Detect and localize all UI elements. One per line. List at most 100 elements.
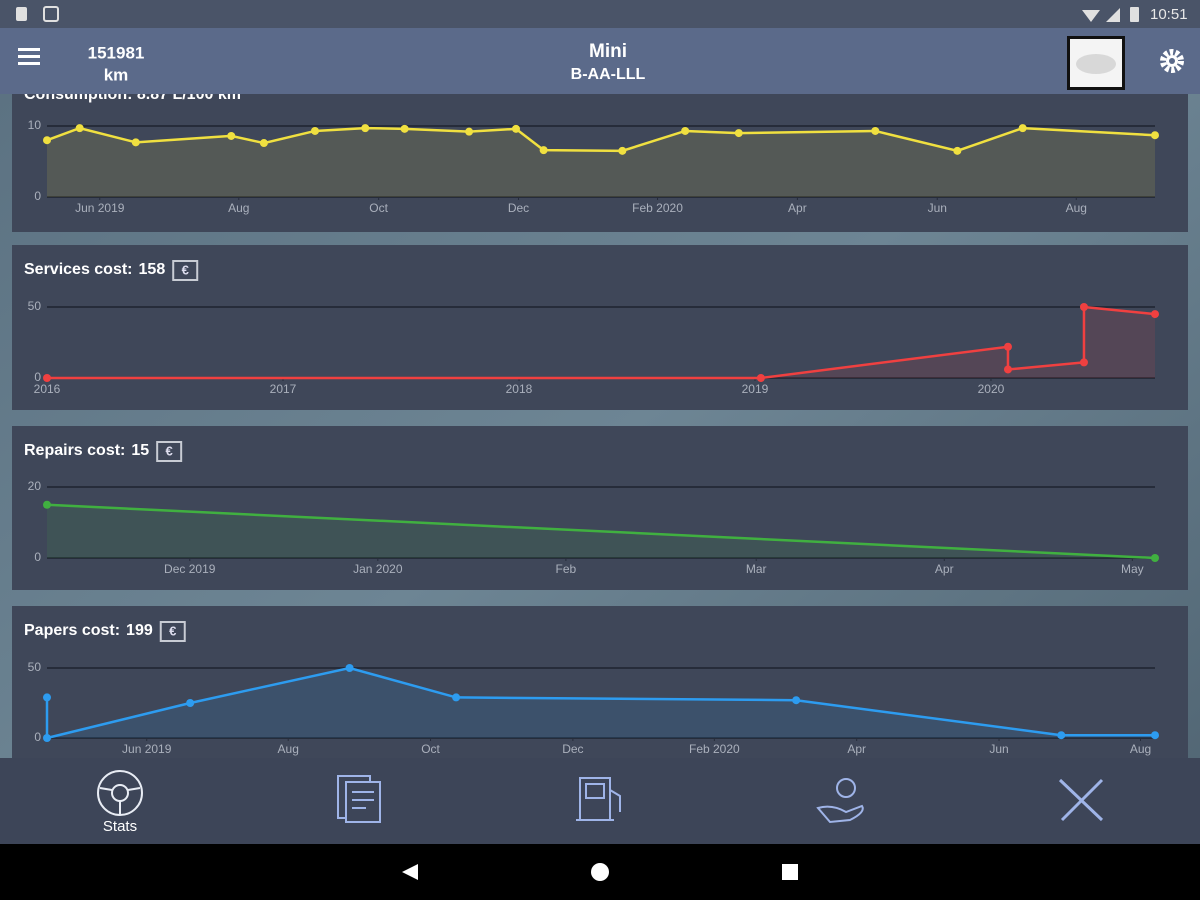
point [871,126,880,135]
menu-line [18,55,40,58]
nav-repairs[interactable] [1058,778,1104,822]
chart-total: 199 [126,622,153,639]
point [43,500,51,509]
x-tick-label: Jun 2019 [122,742,172,756]
chart-title: Papers cost: [24,622,120,639]
x-tick-label: Oct [369,201,388,215]
signal-icon [1106,8,1120,22]
x-tick-label: 2020 [978,382,1005,396]
status-icon [16,7,27,21]
x-tick-label: 2016 [34,382,61,396]
nav-icon [352,791,374,809]
point [43,136,51,145]
card [12,606,1188,766]
x-tick-label: Jun 2019 [75,201,125,215]
point [345,664,354,672]
x-tick-label: 2019 [742,382,769,396]
point [539,146,548,155]
line [46,503,1156,560]
y-tick-label: 50 [28,299,42,313]
point [618,146,627,155]
nav-icon [99,787,141,815]
x-tick-label: Aug [1066,201,1087,215]
point [792,696,801,705]
point [43,734,51,742]
clock: 10:51 [1150,6,1188,23]
status-bar [0,0,1200,28]
point [131,138,140,147]
point [400,124,409,133]
point [75,124,84,133]
x-tick-label: Apr [847,742,866,756]
nav-icon [585,783,605,799]
y-tick-label: 50 [28,660,42,674]
nav-service[interactable] [816,778,864,824]
back-button[interactable] [402,864,418,880]
x-tick-label: Dec 2019 [164,562,216,576]
wifi-icon [1082,10,1100,22]
point [465,127,474,136]
menu-button[interactable] [18,48,40,65]
point [1057,731,1066,740]
vehicle-name: Mini [589,41,627,62]
point [756,374,765,382]
x-tick-label: Jan 2020 [353,562,403,576]
nav-documents[interactable] [337,775,381,823]
currency: € [166,443,173,458]
x-tick-label: Jun [928,201,947,215]
x-tick-label: Aug [1130,742,1151,756]
point [511,124,520,133]
point [1003,342,1012,351]
point [43,374,51,382]
currency-box [172,260,199,281]
point [681,126,690,135]
x-tick-label: Aug [228,201,249,215]
card [12,426,1188,590]
card [12,245,1188,410]
menu-line [18,48,40,51]
area [47,307,1155,378]
y-tick-label: 0 [34,730,41,744]
x-tick-label: 2017 [270,382,297,396]
gear-hole [1169,58,1175,64]
recents-button[interactable] [782,864,798,880]
point [953,146,962,155]
menu-line [18,62,40,65]
settings-button[interactable] [1160,49,1184,73]
point [1079,358,1088,367]
vehicle-photo-shape [1076,54,1116,74]
point [361,124,370,133]
home-button[interactable] [591,863,609,881]
point [186,699,195,707]
area [47,668,1155,738]
y-tick-label: 0 [34,550,41,564]
point [1151,731,1159,740]
chart-total: 158 [139,261,166,278]
point [227,131,236,140]
nav-stats[interactable] [97,770,143,816]
odometer: 151981 [88,43,145,62]
x-tick-label: Feb 2020 [689,742,740,756]
line [46,126,1156,153]
nav-icon [836,778,856,798]
area [47,128,1155,197]
x-tick-label: Dec [562,742,583,756]
y-tick-label: 20 [28,479,42,493]
currency-box [156,441,183,462]
x-tick-label: Apr [935,562,954,576]
nav-label: Stats [103,818,137,835]
nav-icon [816,804,864,824]
x-tick-label: Aug [278,742,299,756]
nav-fuel[interactable] [576,777,621,821]
point [310,126,319,135]
point [1003,365,1012,374]
nav-icon [345,781,381,823]
nav-icon [1058,778,1104,822]
currency: € [169,623,176,638]
point [1151,554,1159,562]
x-tick-label: Mar [746,562,767,576]
chart-total: 15 [131,442,149,459]
x-tick-label: Dec [508,201,529,215]
status-icon [43,6,59,22]
